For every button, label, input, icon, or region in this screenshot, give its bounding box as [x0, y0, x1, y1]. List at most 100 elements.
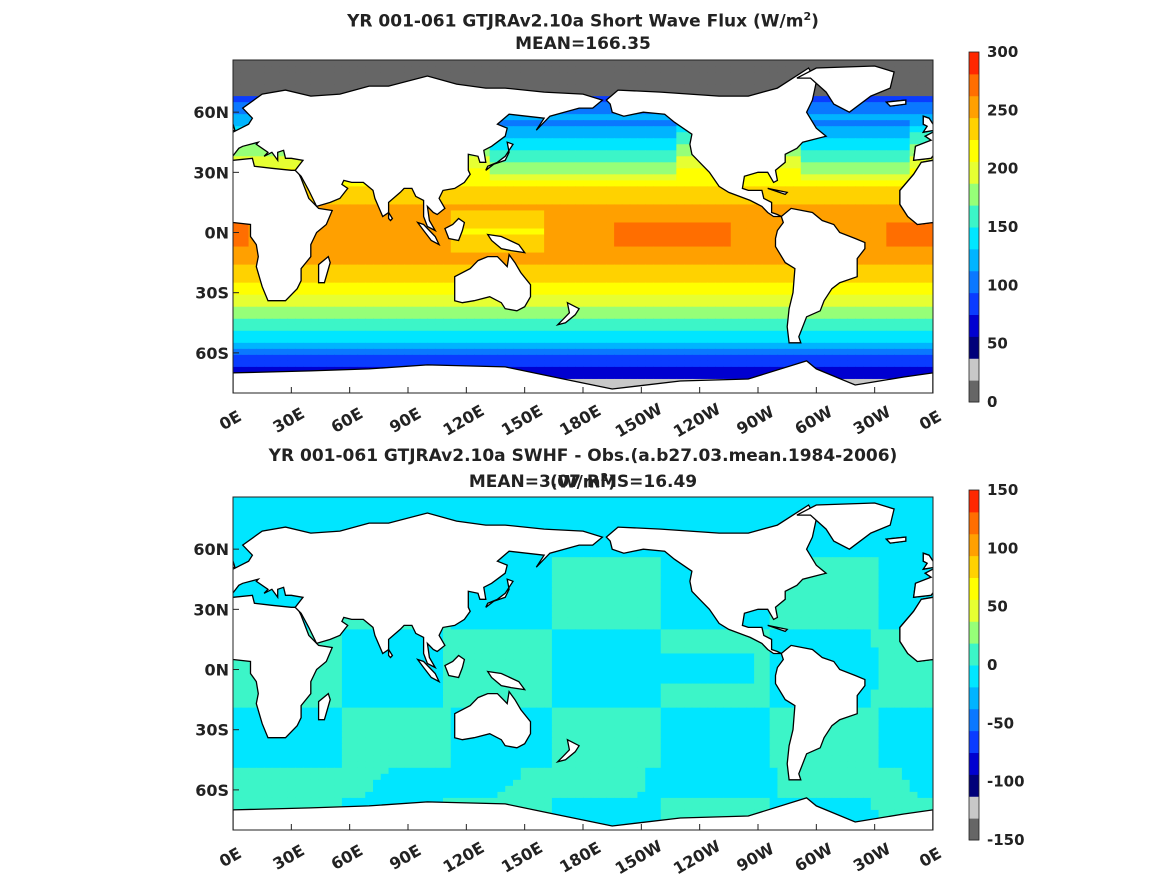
field-cell: [575, 126, 584, 133]
field-cell: [497, 204, 506, 212]
field-cell: [816, 162, 825, 169]
field-cell: [886, 144, 895, 151]
field-cell: [256, 294, 265, 302]
field-cell: [870, 216, 880, 224]
field-cell: [303, 360, 312, 368]
field-cell: [427, 330, 436, 338]
field-cell: [901, 114, 911, 121]
field-cell: [287, 342, 296, 350]
field-cell: [256, 366, 265, 374]
field-cell: [691, 312, 701, 320]
field-cell: [785, 60, 794, 67]
field-cell: [808, 204, 817, 212]
field-cell: [357, 234, 366, 242]
field-cell: [831, 372, 841, 380]
field-cell: [590, 288, 600, 296]
field-cell: [481, 66, 491, 73]
field-cell: [404, 186, 413, 193]
field-cell: [691, 192, 701, 200]
field-cell: [691, 270, 701, 278]
field-cell: [614, 258, 623, 266]
field-cell: [466, 258, 475, 266]
field-cell: [450, 78, 460, 85]
field-cell: [831, 354, 841, 362]
field-cell: [295, 84, 304, 91]
field-cell: [925, 246, 933, 254]
field-cell: [645, 126, 654, 133]
field-cell: [349, 210, 359, 218]
field-cell: [489, 144, 499, 151]
field-cell: [287, 78, 296, 85]
field-cell: [917, 336, 926, 344]
field-cell: [310, 336, 320, 344]
field-cell: [357, 282, 366, 290]
field-cell: [629, 372, 639, 380]
field-cell: [248, 258, 257, 266]
field-cell: [590, 306, 600, 314]
field-cell: [691, 246, 701, 254]
field-cell: [264, 324, 273, 332]
field-cell: [334, 66, 343, 73]
field-cell: [894, 174, 903, 181]
field-cell: [567, 300, 576, 308]
field-cell: [901, 138, 911, 145]
field-cell: [901, 270, 911, 278]
field-cell: [730, 354, 740, 362]
field-cell: [723, 288, 732, 296]
field-cell: [901, 78, 911, 85]
field-cell: [839, 336, 849, 344]
field-cell: [901, 252, 911, 260]
field-cell: [606, 66, 615, 73]
field-cell: [567, 258, 576, 266]
field-cell: [637, 294, 646, 302]
field-cell: [746, 366, 755, 374]
field-cell: [489, 360, 499, 368]
field-cell: [567, 354, 576, 362]
field-cell: [629, 318, 639, 326]
field-cell: [769, 180, 779, 187]
field-cell: [917, 96, 926, 103]
field-cell: [458, 78, 467, 85]
field-cell: [831, 180, 841, 187]
field-cell: [816, 150, 825, 157]
field-cell: [621, 78, 631, 85]
field-cell: [326, 306, 335, 314]
field-cell: [334, 300, 343, 308]
field-cell: [334, 198, 343, 206]
field-cell: [754, 300, 763, 308]
field-cell: [738, 348, 747, 356]
field-cell: [676, 318, 685, 326]
field-cell: [474, 66, 483, 73]
field-cell: [746, 360, 755, 368]
field-cell: [668, 138, 677, 145]
field-cell: [668, 366, 677, 374]
field-cell: [629, 120, 639, 127]
field-cell: [551, 276, 561, 284]
field-cell: [357, 60, 366, 67]
field-cell: [761, 342, 771, 350]
field-cell: [800, 168, 810, 175]
field-cell: [668, 180, 677, 187]
field-cell: [326, 72, 335, 79]
field-cell: [365, 228, 374, 236]
field-cell: [855, 198, 864, 206]
field-cell: [287, 324, 296, 332]
field-cell: [334, 258, 343, 266]
field-cell: [870, 126, 880, 133]
field-cell: [699, 90, 709, 97]
field-cell: [240, 342, 250, 350]
field-cell: [544, 348, 553, 356]
field-cell: [831, 114, 841, 121]
field-cell: [707, 84, 716, 91]
field-cell: [738, 270, 747, 278]
field-cell: [567, 348, 576, 356]
field-cell: [450, 348, 460, 356]
field-cell: [925, 294, 933, 302]
field-cell: [349, 180, 359, 187]
field-cell: [567, 228, 576, 236]
field-cell: [380, 216, 390, 224]
field-cell: [761, 72, 771, 79]
field-cell: [365, 354, 374, 362]
field-cell: [567, 372, 576, 380]
field-cell: [606, 294, 615, 302]
